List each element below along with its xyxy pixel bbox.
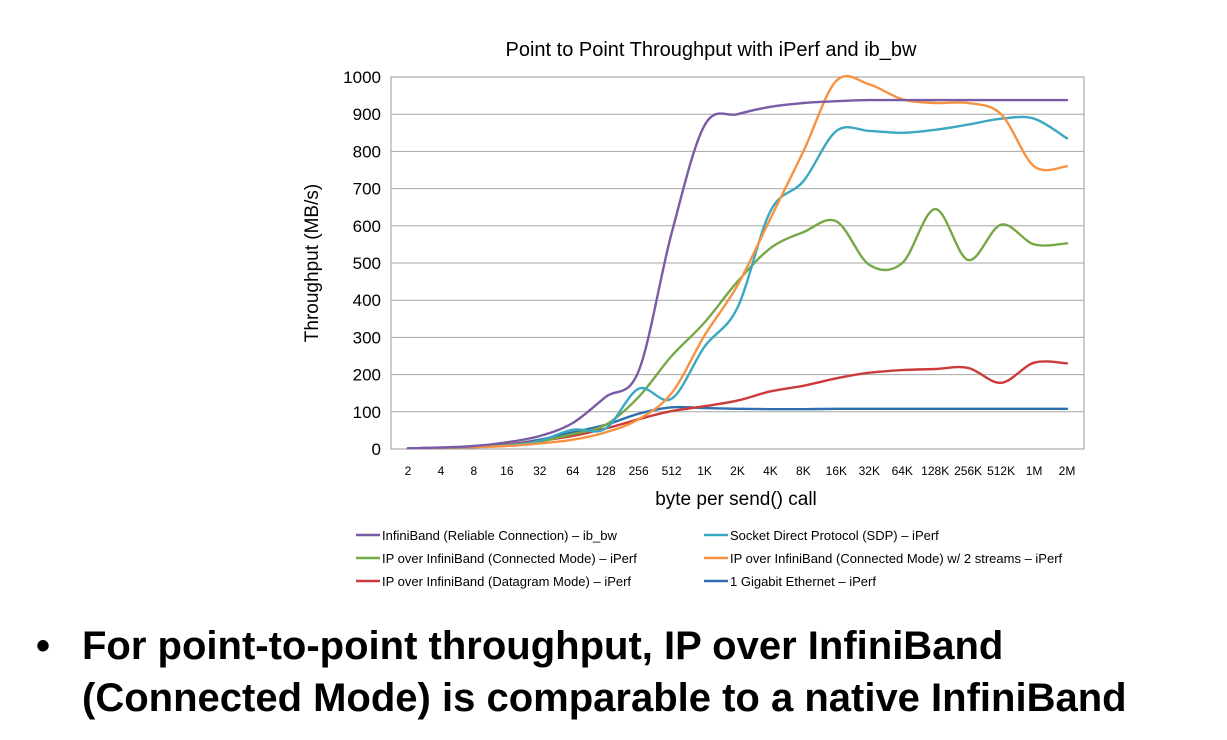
x-tick-32K: 32K — [859, 464, 880, 478]
bullet-point: • For point-to-point throughput, IP over… — [36, 620, 1216, 724]
throughput-chart: Point to Point Throughput with iPerf and… — [302, 39, 1085, 589]
legend-label-2: IP over InfiniBand (Connected Mode) – iP… — [382, 551, 637, 566]
y-axis-label: Throughput (MB/s) — [302, 184, 323, 342]
x-tick-2K: 2K — [730, 464, 745, 478]
x-tick-2M: 2M — [1059, 464, 1076, 478]
legend-label-3: IP over InfiniBand (Connected Mode) w/ 2… — [730, 551, 1063, 566]
x-tick-4K: 4K — [763, 464, 778, 478]
y-tick-900: 900 — [353, 105, 381, 124]
series-lines — [406, 74, 1069, 450]
x-tick-64: 64 — [566, 464, 580, 478]
y-tick-500: 500 — [353, 254, 381, 273]
bullet-symbol: • — [36, 624, 51, 668]
x-axis-label: byte per send() call — [655, 489, 817, 510]
x-tick-32: 32 — [533, 464, 547, 478]
legend: InfiniBand (Reliable Connection) – ib_bw… — [356, 528, 1063, 589]
x-tick-128K: 128K — [921, 464, 949, 478]
x-tick-512: 512 — [662, 464, 682, 478]
y-tick-400: 400 — [353, 291, 381, 310]
legend-label-1: Socket Direct Protocol (SDP) – iPerf — [730, 528, 939, 543]
x-tick-8: 8 — [471, 464, 478, 478]
legend-label-5: 1 Gigabit Ethernet – iPerf — [730, 574, 876, 589]
bullet-line-2: (Connected Mode) is comparable to a nati… — [82, 676, 1127, 720]
chart-title: Point to Point Throughput with iPerf and… — [506, 39, 918, 61]
x-tick-256: 256 — [629, 464, 649, 478]
y-tick-300: 300 — [353, 328, 381, 347]
series-line-3 — [406, 74, 1069, 450]
y-tick-labels: 0 100 200 300 400 500 600 700 800 900 1000 — [343, 68, 381, 459]
x-tick-512K: 512K — [987, 464, 1015, 478]
x-tick-16: 16 — [500, 464, 514, 478]
legend-label-0: InfiniBand (Reliable Connection) – ib_bw — [382, 528, 617, 543]
y-tick-0: 0 — [372, 440, 381, 459]
bullet-text: For point-to-point throughput, IP over I… — [82, 620, 1216, 724]
x-tick-256K: 256K — [954, 464, 982, 478]
x-tick-1M: 1M — [1026, 464, 1043, 478]
y-tick-700: 700 — [353, 180, 381, 199]
legend-label-4: IP over InfiniBand (Datagram Mode) – iPe… — [382, 574, 631, 589]
x-tick-1K: 1K — [697, 464, 712, 478]
x-tick-8K: 8K — [796, 464, 811, 478]
x-tick-2: 2 — [405, 464, 412, 478]
x-tick-labels: 2 4 8 16 32 64 128 256 512 1K 2K 4K 8K 16K 32K 64K 128K 2… — [405, 464, 1076, 478]
x-tick-16K: 16K — [826, 464, 847, 478]
y-tick-600: 600 — [353, 217, 381, 236]
bullet-line-1: For point-to-point throughput, IP over I… — [82, 624, 1004, 668]
y-tick-800: 800 — [353, 142, 381, 161]
x-tick-64K: 64K — [892, 464, 913, 478]
y-tick-100: 100 — [353, 403, 381, 422]
series-line-0 — [406, 98, 1069, 450]
y-tick-1000: 1000 — [343, 68, 381, 87]
x-tick-4: 4 — [438, 464, 445, 478]
x-tick-128: 128 — [596, 464, 616, 478]
y-tick-200: 200 — [353, 366, 381, 385]
